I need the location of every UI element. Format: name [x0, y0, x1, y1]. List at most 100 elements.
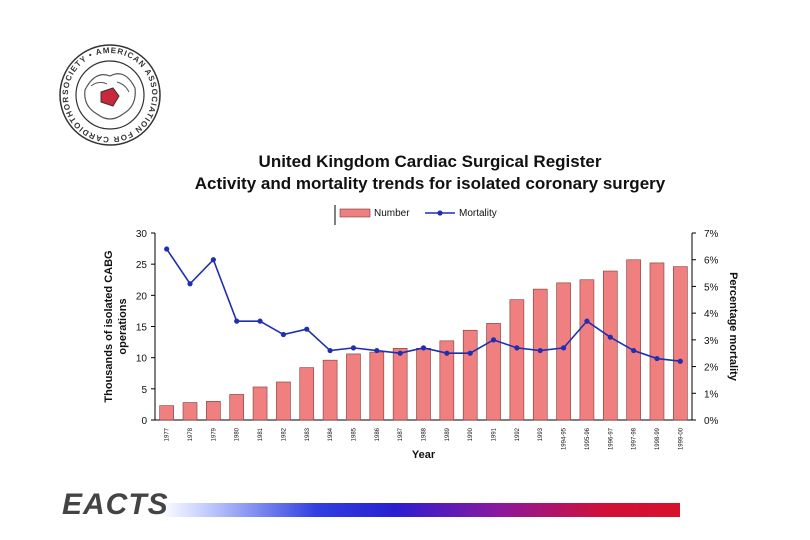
- bar: [182, 402, 198, 421]
- x-tick-label: 1994-95: [562, 427, 568, 450]
- x-tick-label: 1990: [468, 427, 474, 441]
- y-right-tick-label: 0%: [704, 416, 719, 427]
- y-right-tick-label: 7%: [704, 229, 719, 240]
- footer-logo-text: EACTS: [62, 488, 169, 521]
- x-tick-label: 1989: [445, 427, 451, 441]
- chart-title-line-2: Activity and mortality trends for isolat…: [194, 174, 666, 193]
- mortality-point: [234, 318, 240, 324]
- mortality-point: [397, 350, 403, 356]
- mortality-point: [327, 347, 333, 354]
- mortality-point: [444, 350, 450, 356]
- legend-number-label: Number: [374, 208, 410, 219]
- mortality-point: [467, 350, 473, 356]
- mortality-point: [537, 347, 543, 354]
- mortality-point: [280, 331, 287, 338]
- y-right-tick-label: 1%: [704, 389, 719, 400]
- legend: Number Mortality: [334, 205, 497, 225]
- bar: [229, 394, 245, 421]
- mortality-point: [677, 358, 683, 364]
- mortality-point: [164, 246, 170, 252]
- bar: [392, 348, 408, 421]
- x-tick-label: 1985: [351, 427, 357, 441]
- x-tick-label: 1982: [281, 427, 287, 441]
- y-left-tick-label: 30: [136, 229, 148, 240]
- axis-labels: 0 5 10 15 20 25 30 0% 1% 2% 3% 4% 5% 6% 7% 1977 1978 1979…: [103, 229, 739, 461]
- bar: [626, 259, 641, 421]
- bar: [556, 282, 571, 421]
- x-tick-label: 1983: [305, 427, 311, 441]
- footer-gradient-bar: [160, 503, 680, 517]
- mortality-point: [257, 318, 263, 324]
- y-left-tick-label: 10: [136, 354, 148, 365]
- y-right-tick-label: 3%: [704, 336, 719, 347]
- mortality-point: [350, 345, 357, 351]
- mortality-point: [631, 347, 637, 354]
- mortality-point: [560, 345, 567, 351]
- mortality-point: [584, 318, 590, 324]
- society-logo: SOCIETY • AMERICAN ASSOCIATION FOR CARDI…: [55, 40, 161, 146]
- line-series: [164, 246, 683, 364]
- y-left-tick-label: 15: [136, 323, 148, 334]
- y-left-axis-title-line-2: operations: [117, 298, 129, 354]
- mortality-point: [187, 281, 193, 287]
- bar: [579, 279, 595, 421]
- x-tick-label: 1996-97: [608, 427, 614, 450]
- x-axis-title: Year: [412, 449, 436, 461]
- legend-number-swatch: [339, 208, 371, 218]
- y-right-tick-label: 5%: [704, 282, 719, 293]
- y-right-tick-label: 4%: [704, 309, 719, 320]
- x-tick-label: 1978: [188, 427, 194, 441]
- x-tick-label: 1987: [398, 427, 404, 441]
- x-tick-label: 1998-99: [655, 427, 661, 450]
- bar: [206, 400, 221, 421]
- y-right-axis-title: Percentage mortality: [727, 272, 739, 382]
- bar: [416, 348, 431, 421]
- bar: [673, 266, 688, 421]
- y-left-tick-label: 20: [136, 291, 148, 302]
- x-tick-label: 1984: [328, 427, 334, 441]
- x-tick-label: 1993: [538, 427, 544, 441]
- x-tick-label: 1991: [492, 427, 498, 441]
- bar: [322, 359, 338, 421]
- mortality-point: [514, 345, 520, 351]
- legend-mortality-label: Mortality: [459, 208, 497, 219]
- bar: [439, 340, 455, 421]
- bar: [462, 329, 478, 421]
- y-left-tick-label: 25: [136, 260, 148, 271]
- bar: [252, 386, 268, 421]
- x-tick-label: 1986: [375, 427, 381, 441]
- bar: [486, 323, 501, 421]
- x-tick-label: 1997-98: [632, 427, 638, 450]
- legend-mortality-marker: [437, 210, 443, 216]
- y-right-tick-label: 6%: [704, 256, 719, 267]
- bar: [509, 299, 525, 421]
- bar: [346, 353, 361, 421]
- bar: [276, 381, 291, 421]
- y-left-tick-label: 0: [141, 416, 147, 427]
- bar-series: [159, 259, 688, 421]
- bar: [602, 270, 618, 421]
- bar: [299, 367, 315, 421]
- x-tick-label: 1979: [211, 427, 217, 441]
- x-tick-label: 1981: [258, 427, 264, 441]
- mortality-point: [304, 326, 310, 332]
- mortality-point: [420, 345, 427, 351]
- mortality-point: [607, 334, 613, 340]
- y-left-axis-title-line-1: Thousands of isolated CABG: [103, 250, 115, 402]
- x-tick-label: 1999-00: [678, 427, 684, 450]
- x-tick-label: 1980: [235, 427, 241, 441]
- y-left-tick-label: 5: [141, 385, 147, 396]
- mortality-point: [210, 257, 216, 263]
- bar: [159, 405, 174, 421]
- x-tick-label: 1988: [422, 427, 428, 441]
- y-right-tick-label: 2%: [704, 363, 719, 374]
- x-tick-label: 1995-96: [585, 427, 591, 450]
- x-tick-label: 1977: [165, 427, 171, 441]
- mortality-point: [374, 347, 380, 354]
- bar: [649, 262, 665, 421]
- chart-title-line-1: United Kingdom Cardiac Surgical Register: [258, 152, 602, 171]
- bar: [532, 288, 548, 421]
- bar: [369, 351, 385, 421]
- mortality-point: [490, 337, 497, 343]
